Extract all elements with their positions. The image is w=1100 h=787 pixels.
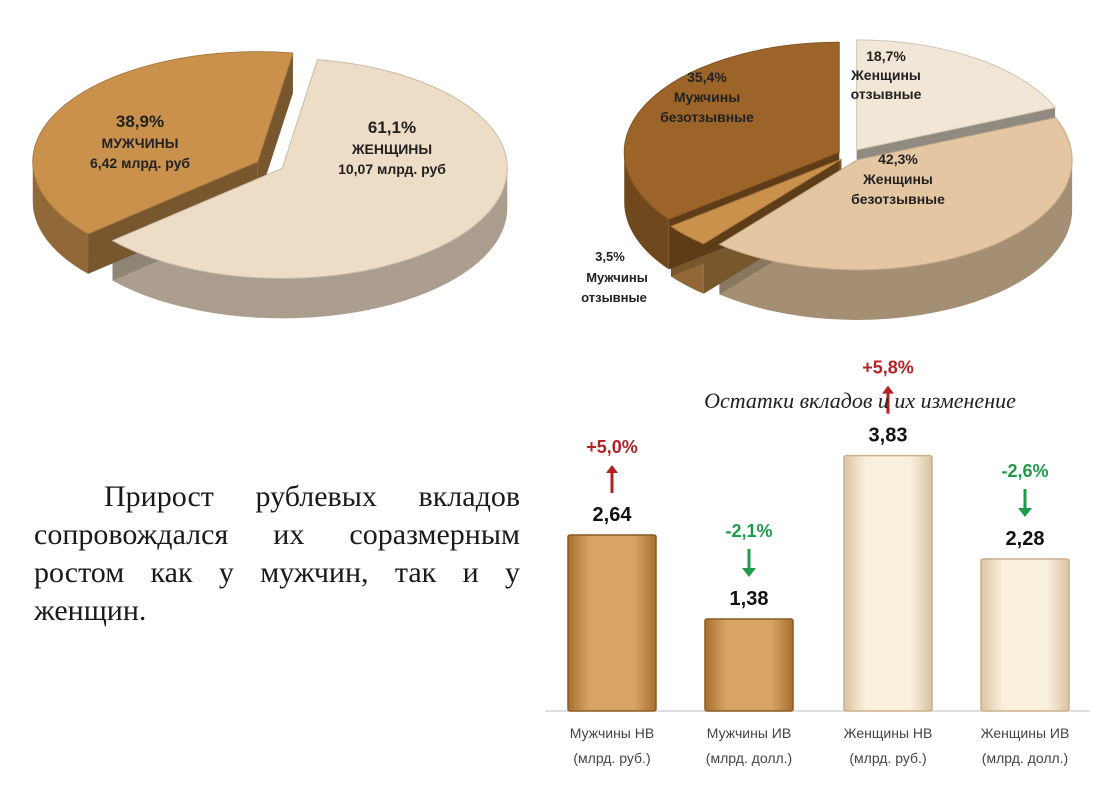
bar-category-label-2: Женщины НВ: [844, 725, 933, 741]
bar-category-unit-0: (млрд. руб.): [573, 750, 650, 766]
pie2-label-women-irrev-percent: 42,3%: [878, 151, 918, 167]
pie2-label-women-rev-percent: 18,7%: [866, 48, 906, 64]
pie2-label-men-rev-line1: Мужчины: [586, 270, 648, 285]
pie2-slice-3-side: [624, 152, 669, 270]
bar-1: [704, 618, 794, 712]
pie2-label-women-irrev-line2: безотзывные: [851, 191, 945, 207]
bar-value-label-0: 2,64: [593, 504, 633, 526]
pie2-slice-0: [856, 39, 1057, 151]
pie-2-slices: [623, 39, 1073, 320]
pie1-slice-1: [32, 51, 294, 235]
pie2-label-men-irrev-line1: Мужчины: [674, 89, 740, 105]
arrow-up-icon-head: [882, 385, 894, 394]
bar-value-label-2: 3,83: [869, 425, 908, 447]
bar-category-label-3: Женщины ИВ: [981, 725, 1070, 741]
pie1-slice-0-side: [112, 168, 508, 319]
bar-change-label-3: -2,6%: [1001, 461, 1048, 481]
pie1-slice-0: [111, 59, 508, 279]
bar-category-unit-2: (млрд. руб.): [849, 750, 926, 766]
bar-chart-bars: 2,64 +5,0% Мужчины НВ (млрд. руб.) 1,38 -2,1%…: [567, 358, 1070, 766]
bar-chart: 2,64 +5,0% Мужчины НВ (млрд. руб.) 1,38 -2,1%…: [545, 358, 1090, 766]
pie1-label-men-percent: 38,9%: [116, 112, 164, 131]
arrow-down-icon-head: [1018, 508, 1032, 517]
bar-0: [567, 534, 657, 712]
pie2-label-men-irrev-percent: 35,4%: [687, 69, 727, 85]
bar-value-label-1: 1,38: [730, 588, 769, 610]
pie1-label-women-percent: 61,1%: [368, 118, 416, 137]
bar-chart-title: Остатки вкладов и их изменение: [704, 388, 1016, 413]
body-paragraph: Прирост рублевых вкладов сопровождался и…: [34, 480, 520, 627]
pie-1: 38,9% МУЖЧИНЫ 6,42 млрд. руб 61,1% ЖЕНЩИ…: [32, 51, 508, 319]
pie2-label-women-rev-line1: Женщины: [850, 67, 921, 83]
pie1-label-men-name: МУЖЧИНЫ: [102, 135, 179, 151]
bar-category-label-0: Мужчины НВ: [570, 725, 654, 741]
pie1-label-men-amount: 6,42 млрд. руб: [90, 155, 190, 171]
bar-value-label-3: 2,28: [1006, 528, 1045, 550]
arrow-down-icon-head: [742, 568, 756, 577]
bar-change-label-0: +5,0%: [586, 437, 638, 457]
pie-1-slices: [32, 51, 508, 319]
bar-change-label-2: +5,8%: [862, 358, 914, 378]
bar-3: [980, 558, 1070, 712]
pie2-slice-1: [718, 117, 1073, 271]
pie2-slice-3: [623, 41, 840, 220]
bar-change-label-1: -2,1%: [725, 521, 772, 541]
bar-category-unit-3: (млрд. долл.): [982, 750, 1068, 766]
pie1-slice-1-side: [32, 161, 89, 274]
pie2-label-men-rev-percent: 3,5%: [595, 249, 625, 264]
pie2-label-women-rev-line2: отзывные: [851, 86, 922, 102]
pie-2: 18,7% Женщины отзывные 42,3% Женщины без…: [581, 39, 1073, 320]
pie2-label-men-rev-line2: отзывные: [581, 290, 647, 305]
pie1-label-women-amount: 10,07 млрд. руб: [338, 161, 446, 177]
bar-category-unit-1: (млрд. долл.): [706, 750, 792, 766]
pie1-label-women-name: ЖЕНЩИНЫ: [351, 141, 432, 157]
pie1-slice-1-face-1: [257, 53, 293, 202]
pie2-label-men-irrev-line2: безотзывные: [660, 109, 754, 125]
bar-2: [843, 454, 933, 712]
pie2-slice-1-side: [719, 159, 1073, 320]
pie2-slice-2: [669, 158, 842, 245]
pie2-label-women-irrev-line1: Женщины: [862, 171, 933, 187]
arrow-up-icon-head: [606, 465, 618, 473]
bar-category-label-1: Мужчины ИВ: [707, 725, 791, 741]
